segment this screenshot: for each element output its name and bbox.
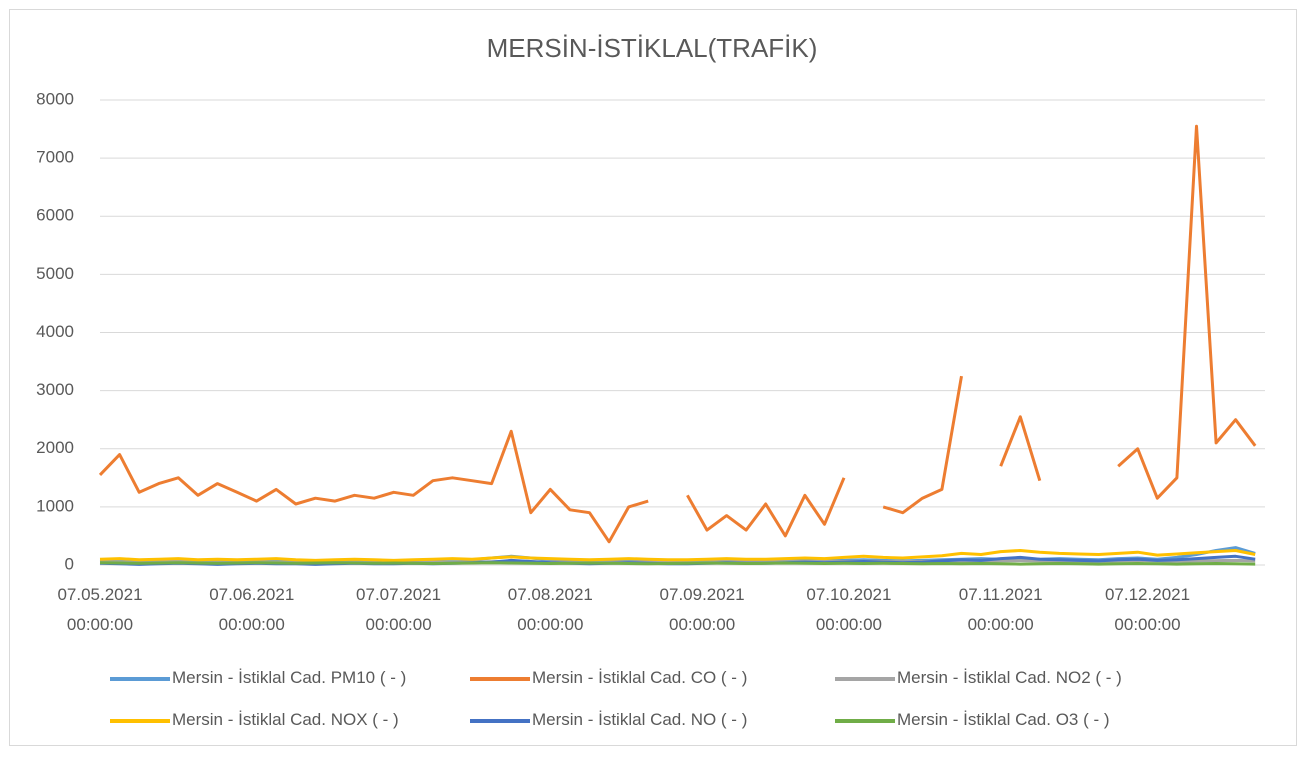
legend-label: Mersin - İstiklal Cad. CO ( - ) bbox=[532, 668, 748, 687]
series-line bbox=[999, 415, 1042, 482]
y-tick-label: 4000 bbox=[36, 322, 74, 341]
series-line bbox=[98, 429, 649, 544]
legend-label: Mersin - İstiklal Cad. NO2 ( - ) bbox=[897, 668, 1122, 687]
y-tick-label: 8000 bbox=[36, 89, 74, 108]
legend-swatch bbox=[470, 676, 530, 681]
y-tick-label: 2000 bbox=[36, 438, 74, 457]
legend-swatch bbox=[110, 676, 170, 681]
x-tick-label: 07.08.2021 00:00:00 bbox=[507, 585, 593, 634]
legend-swatch bbox=[835, 676, 895, 681]
series-line bbox=[686, 477, 846, 538]
legend-item: Mersin - İstiklal Cad. CO ( - ) bbox=[470, 668, 747, 688]
legend-item: Mersin - İstiklal Cad. NO2 ( - ) bbox=[835, 668, 1122, 688]
legend-swatch bbox=[110, 718, 170, 723]
legend-label: Mersin - İstiklal Cad. NOX ( - ) bbox=[172, 710, 399, 729]
legend-label: Mersin - İstiklal Cad. O3 ( - ) bbox=[897, 710, 1110, 729]
y-tick-label: 7000 bbox=[36, 148, 74, 167]
y-tick-label: 0 bbox=[65, 554, 74, 573]
y-tick-label: 6000 bbox=[36, 206, 74, 225]
x-tick-label: 07.11.2021 00:00:00 bbox=[958, 585, 1043, 634]
x-tick-label: 07.07.2021 00:00:00 bbox=[356, 585, 442, 634]
y-tick-label: 1000 bbox=[36, 496, 74, 515]
chart-title: MERSİN-İSTİKLAL(TRAFİK) bbox=[487, 33, 818, 63]
legend-swatch bbox=[470, 718, 530, 723]
series-line bbox=[1117, 124, 1257, 500]
x-tick-label: 07.10.2021 00:00:00 bbox=[806, 585, 892, 634]
legend-item: Mersin - İstiklal Cad. PM10 ( - ) bbox=[110, 668, 406, 688]
series-line bbox=[882, 375, 963, 515]
legend-item: Mersin - İstiklal Cad. NOX ( - ) bbox=[110, 710, 399, 730]
series-line bbox=[99, 549, 1256, 562]
chart-border bbox=[9, 9, 1297, 746]
legend-label: Mersin - İstiklal Cad. NO ( - ) bbox=[532, 710, 748, 729]
legend-item: Mersin - İstiklal Cad. O3 ( - ) bbox=[835, 710, 1110, 730]
x-tick-label: 07.05.2021 00:00:00 bbox=[57, 585, 143, 634]
x-tick-label: 07.09.2021 00:00:00 bbox=[659, 585, 745, 634]
x-tick-label: 07.12.2021 00:00:00 bbox=[1104, 585, 1191, 634]
legend-item: Mersin - İstiklal Cad. NO ( - ) bbox=[470, 710, 747, 730]
legend-label: Mersin - İstiklal Cad. PM10 ( - ) bbox=[172, 668, 407, 687]
y-tick-label: 5000 bbox=[36, 264, 74, 283]
series-line bbox=[99, 561, 1256, 566]
x-tick-label: 07.06.2021 00:00:00 bbox=[209, 585, 295, 634]
legend-swatch bbox=[835, 718, 895, 723]
y-tick-label: 3000 bbox=[36, 380, 74, 399]
